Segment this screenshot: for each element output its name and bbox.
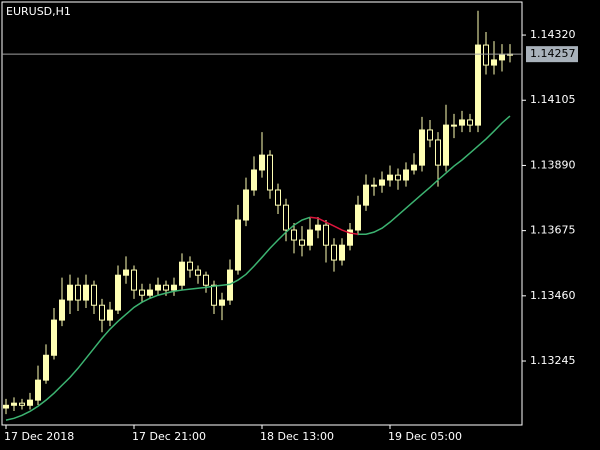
- candle-body: [3, 404, 9, 409]
- candle-body: [51, 319, 57, 356]
- candle-body: [491, 59, 497, 66]
- candle-body: [75, 284, 81, 301]
- candle-body: [83, 284, 89, 301]
- candle-body: [107, 309, 113, 321]
- candle-body: [451, 124, 457, 127]
- candle-body: [395, 174, 401, 181]
- candle-body: [411, 164, 417, 171]
- candle-body: [211, 284, 217, 306]
- candle-body: [435, 139, 441, 166]
- x-tick-label: 19 Dec 05:00: [388, 430, 462, 443]
- candle-body: [19, 402, 25, 406]
- candle-body: [43, 354, 49, 381]
- candle-body: [339, 244, 345, 261]
- candle-body: [35, 379, 41, 401]
- candle-body: [499, 54, 505, 61]
- candle-body: [147, 289, 153, 296]
- x-tick-label: 17 Dec 2018: [4, 430, 74, 443]
- candle-body: [323, 224, 329, 246]
- candle-body: [371, 184, 377, 187]
- candle-body: [443, 124, 449, 166]
- candle-body: [419, 129, 425, 166]
- candle-body: [331, 244, 337, 261]
- candle-body: [155, 284, 161, 291]
- candle-body: [291, 229, 297, 241]
- candle-body: [403, 169, 409, 181]
- candle-body: [299, 239, 305, 246]
- y-tick-label: 1.13890: [530, 158, 576, 171]
- candle-body: [379, 179, 385, 186]
- candle-body: [195, 269, 201, 276]
- candle-body: [475, 44, 481, 126]
- candle-body: [179, 261, 185, 286]
- chart-title: EURUSD,H1: [6, 5, 71, 18]
- candle-body: [163, 284, 169, 291]
- candle-body: [67, 284, 73, 301]
- candle-body: [427, 129, 433, 141]
- moving-average: [358, 115, 511, 236]
- current-price-label: 1.14257: [530, 47, 576, 60]
- candle-body: [59, 299, 65, 321]
- candle-body: [307, 229, 313, 246]
- candle-body: [267, 154, 273, 191]
- candle-body: [203, 274, 209, 286]
- candle-body: [243, 189, 249, 221]
- candle-body: [235, 219, 241, 271]
- current-price-box: [526, 46, 578, 63]
- candle-body: [99, 304, 105, 321]
- candle-body: [131, 269, 137, 291]
- candle-body: [387, 174, 393, 181]
- candle-body: [187, 261, 193, 271]
- x-tick-label: 17 Dec 21:00: [132, 430, 206, 443]
- candle-body: [355, 204, 361, 231]
- y-tick-label: 1.14320: [530, 28, 576, 41]
- candle-body: [219, 299, 225, 306]
- candle-body: [27, 399, 33, 406]
- candle-body: [123, 269, 129, 276]
- moving-average: [309, 216, 359, 236]
- plot-frame: [1, 1, 523, 426]
- candle-body: [467, 119, 473, 126]
- y-tick-label: 1.13675: [530, 224, 576, 237]
- candle-body: [275, 189, 281, 206]
- candle-body: [283, 204, 289, 231]
- candle-body: [363, 184, 369, 206]
- candle-body: [251, 169, 257, 191]
- candle-body: [459, 119, 465, 126]
- candle-body: [483, 44, 489, 66]
- candle-body: [259, 154, 265, 171]
- candle-body: [171, 284, 177, 291]
- candle-body: [139, 289, 145, 296]
- y-tick-label: 1.13460: [530, 289, 576, 302]
- candle-body: [347, 229, 353, 246]
- x-tick-label: 18 Dec 13:00: [260, 430, 334, 443]
- y-tick-label: 1.14105: [530, 93, 576, 106]
- candle-body: [115, 274, 121, 311]
- candle-body: [315, 224, 321, 231]
- y-tick-label: 1.13245: [530, 354, 576, 367]
- candle-body: [91, 284, 97, 306]
- candle-body: [11, 402, 17, 406]
- moving-average: [5, 216, 311, 421]
